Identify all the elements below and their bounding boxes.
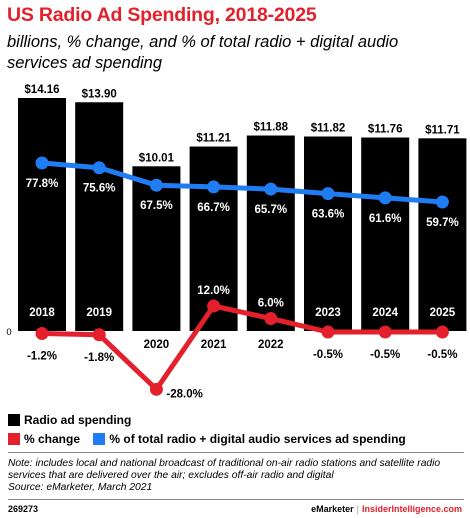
legend-label-radio: Radio ad spending — [24, 413, 132, 427]
note-text: Note: includes local and national broadc… — [8, 458, 441, 482]
bar-2019 — [75, 102, 124, 331]
change-point-2019 — [92, 328, 106, 342]
change-value-label-2021: 12.0% — [197, 285, 230, 297]
change-value-label-2018: -1.2% — [27, 351, 57, 363]
bar-value-label-2021: $11.21 — [196, 133, 231, 145]
legend-swatch-share — [93, 433, 106, 445]
share-point-2019 — [92, 161, 106, 175]
change-value-label-2025: -0.5% — [427, 349, 457, 361]
change-point-2020 — [149, 382, 163, 396]
share-value-label-2022: 65.7% — [254, 204, 287, 216]
share-value-label-2021: 66.7% — [197, 202, 230, 214]
change-point-2023 — [321, 325, 335, 339]
legend-item-radio: Radio ad spending — [8, 413, 131, 427]
category-label-2021: 2021 — [201, 339, 227, 351]
divider-bottom — [8, 499, 464, 500]
legend-row-1: Radio ad spending — [8, 413, 141, 429]
legend-label-change: % change — [24, 432, 81, 446]
share-point-2022 — [264, 182, 278, 196]
chart-note: Note: includes local and national broadc… — [8, 458, 464, 495]
share-value-label-2019: 75.6% — [83, 183, 116, 195]
bar-2022 — [246, 135, 295, 331]
divider-top — [8, 452, 464, 453]
change-value-label-2019: -1.8% — [84, 352, 114, 364]
chart-title: US Radio Ad Spending, 2018-2025 — [7, 4, 317, 26]
share-value-label-2025: 59.7% — [426, 217, 459, 229]
change-point-2024 — [378, 325, 392, 339]
legend-item-share: % of total radio + digital audio service… — [93, 432, 406, 446]
share-point-2021 — [207, 180, 221, 194]
share-value-label-2024: 61.6% — [369, 213, 402, 225]
change-value-label-2022: 6.0% — [258, 298, 284, 310]
bar-value-label-2020: $10.01 — [139, 152, 175, 164]
legend-swatch-radio — [8, 414, 20, 426]
bar-value-label-2024: $11.76 — [368, 123, 403, 135]
share-point-2020 — [149, 178, 163, 192]
change-value-label-2024: -0.5% — [370, 349, 400, 361]
change-point-2022 — [264, 312, 278, 325]
bar-value-label-2019: $13.90 — [82, 88, 117, 100]
change-series-line — [39, 303, 445, 392]
change-point-2021 — [207, 299, 221, 313]
bar-2020 — [132, 166, 181, 331]
bar-value-label-2018: $14.16 — [24, 84, 59, 96]
share-value-label-2018: 77.8% — [26, 178, 59, 190]
legend-row-2: % change % of total radio + digital audi… — [8, 432, 416, 448]
brand-footer: eMarketer | InsiderIntelligence.com — [311, 504, 462, 514]
share-series-line — [39, 160, 445, 205]
bar-value-label-2023: $11.82 — [311, 123, 346, 135]
share-point-2018 — [35, 156, 49, 170]
legend-swatch-change — [8, 433, 20, 445]
share-point-2024 — [378, 191, 392, 205]
brand-emarketer: eMarketer — [311, 504, 354, 514]
category-label-2018: 2018 — [29, 307, 55, 319]
bar-2018 — [18, 98, 66, 331]
category-label-2025: 2025 — [430, 307, 456, 319]
change-value-label-2020: -28.0% — [166, 388, 202, 400]
bar-2025 — [418, 138, 467, 331]
share-value-label-2020: 67.5% — [140, 200, 173, 212]
chart-id: 269273 — [8, 504, 39, 514]
source-text: Source: eMarketer, March 2021 — [8, 482, 153, 494]
bar-2023 — [304, 136, 352, 331]
brand-separator: | — [356, 504, 359, 514]
y-axis-zero-label: 0 — [6, 327, 11, 338]
share-point-2023 — [321, 187, 335, 201]
category-label-2020: 2020 — [144, 339, 170, 351]
category-label-2022: 2022 — [258, 339, 284, 351]
bar-value-label-2022: $11.88 — [254, 122, 289, 134]
category-label-2019: 2019 — [86, 307, 112, 319]
change-point-2025 — [435, 325, 449, 339]
change-value-label-2023: -0.5% — [313, 349, 343, 361]
chart-subtitle: billions, % change, and % of total radio… — [7, 33, 399, 72]
share-point-2025 — [435, 195, 449, 209]
brand-insider-intelligence: InsiderIntelligence.com — [361, 504, 462, 514]
share-value-label-2023: 63.6% — [312, 209, 345, 221]
change-point-2018 — [35, 327, 49, 340]
category-label-2023: 2023 — [315, 307, 341, 319]
legend-item-change: % change — [8, 432, 80, 446]
legend-label-share: % of total radio + digital audio service… — [109, 432, 406, 446]
bar-value-label-2025: $11.71 — [425, 124, 460, 136]
bar-2024 — [361, 137, 410, 331]
category-label-2024: 2024 — [372, 307, 398, 319]
